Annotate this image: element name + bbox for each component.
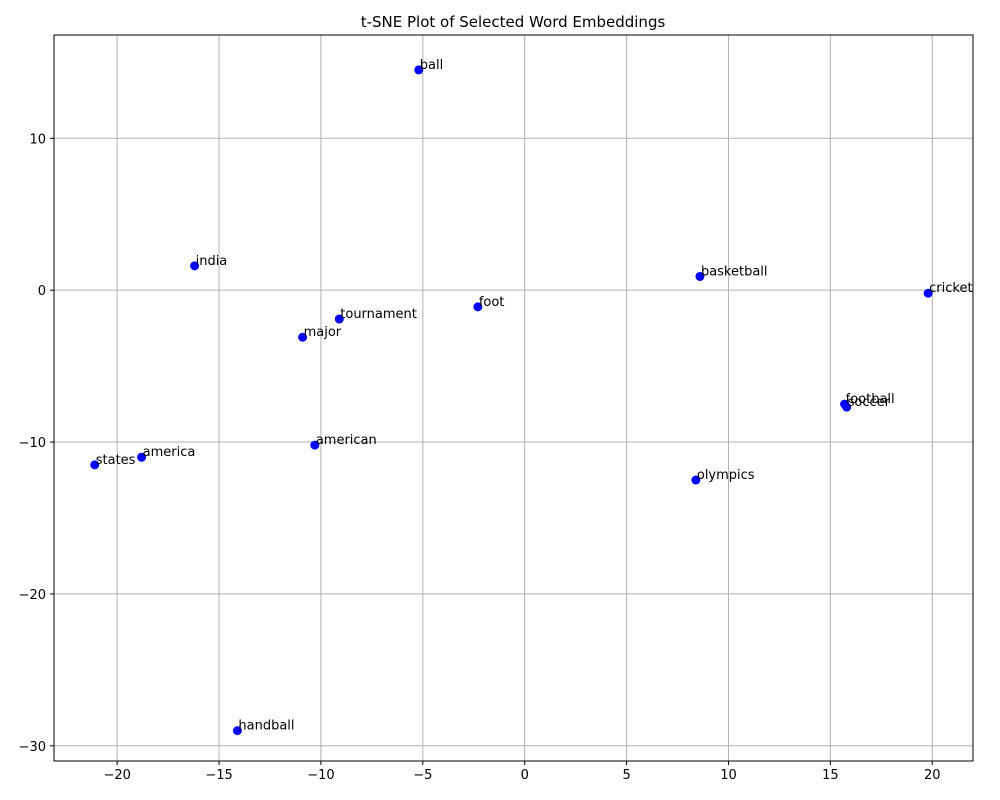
point-label-india: india [196, 254, 228, 269]
y-tick-label: −10 [19, 436, 46, 451]
point-label-foot: foot [479, 295, 505, 310]
data-point-basketball [695, 271, 705, 281]
data-point-handball [232, 726, 242, 736]
data-point-cricket [923, 288, 933, 298]
x-tick-label: 15 [822, 768, 839, 783]
x-tick-label: 20 [924, 768, 941, 783]
y-tick-label: −20 [19, 588, 46, 603]
point-label-olympics: olympics [697, 468, 755, 483]
x-tick-label: −20 [103, 768, 130, 783]
y-tick-label: −30 [19, 740, 46, 755]
point-label-basketball: basketball [701, 264, 768, 279]
point-label-america: america [143, 445, 196, 460]
data-point-india [190, 261, 200, 271]
x-tick-label: 10 [720, 768, 737, 783]
y-tick-label: 0 [38, 284, 46, 299]
point-label-major: major [304, 325, 342, 340]
chart-title: t-SNE Plot of Selected Word Embeddings [361, 13, 666, 31]
data-point-soccer [842, 402, 852, 412]
data-point-olympics [691, 475, 701, 485]
data-point-tournament [334, 314, 344, 324]
point-label-football: football [846, 392, 895, 407]
point-label-tournament: tournament [340, 307, 417, 322]
point-labels: ball india basketball cricket foot tournament… [96, 58, 973, 734]
point-label-states: states [96, 453, 136, 468]
grid-lines [54, 35, 973, 761]
x-tick-label: −10 [307, 768, 334, 783]
data-points [90, 65, 933, 736]
data-point-major [298, 332, 308, 342]
point-label-cricket: cricket [929, 281, 972, 296]
y-tick-label: 10 [29, 132, 46, 147]
point-label-soccer: soccer [848, 395, 891, 410]
x-tick-label: 5 [622, 768, 630, 783]
data-point-foot [473, 302, 483, 312]
data-point-america [137, 452, 147, 462]
point-label-ball: ball [420, 58, 443, 73]
x-tick-label: 0 [521, 768, 529, 783]
data-point-ball [414, 65, 424, 75]
point-label-american: american [316, 433, 377, 448]
plot-frame [53, 34, 974, 762]
data-point-states [90, 460, 100, 470]
x-tick-label: −15 [205, 768, 232, 783]
axis-ticks: −20 −15 −10 −5 0 5 10 15 20 10 0 −10 −20 −30 [19, 132, 941, 783]
point-label-handball: handball [238, 719, 294, 734]
x-tick-label: −5 [413, 768, 432, 783]
data-point-american [310, 440, 320, 450]
